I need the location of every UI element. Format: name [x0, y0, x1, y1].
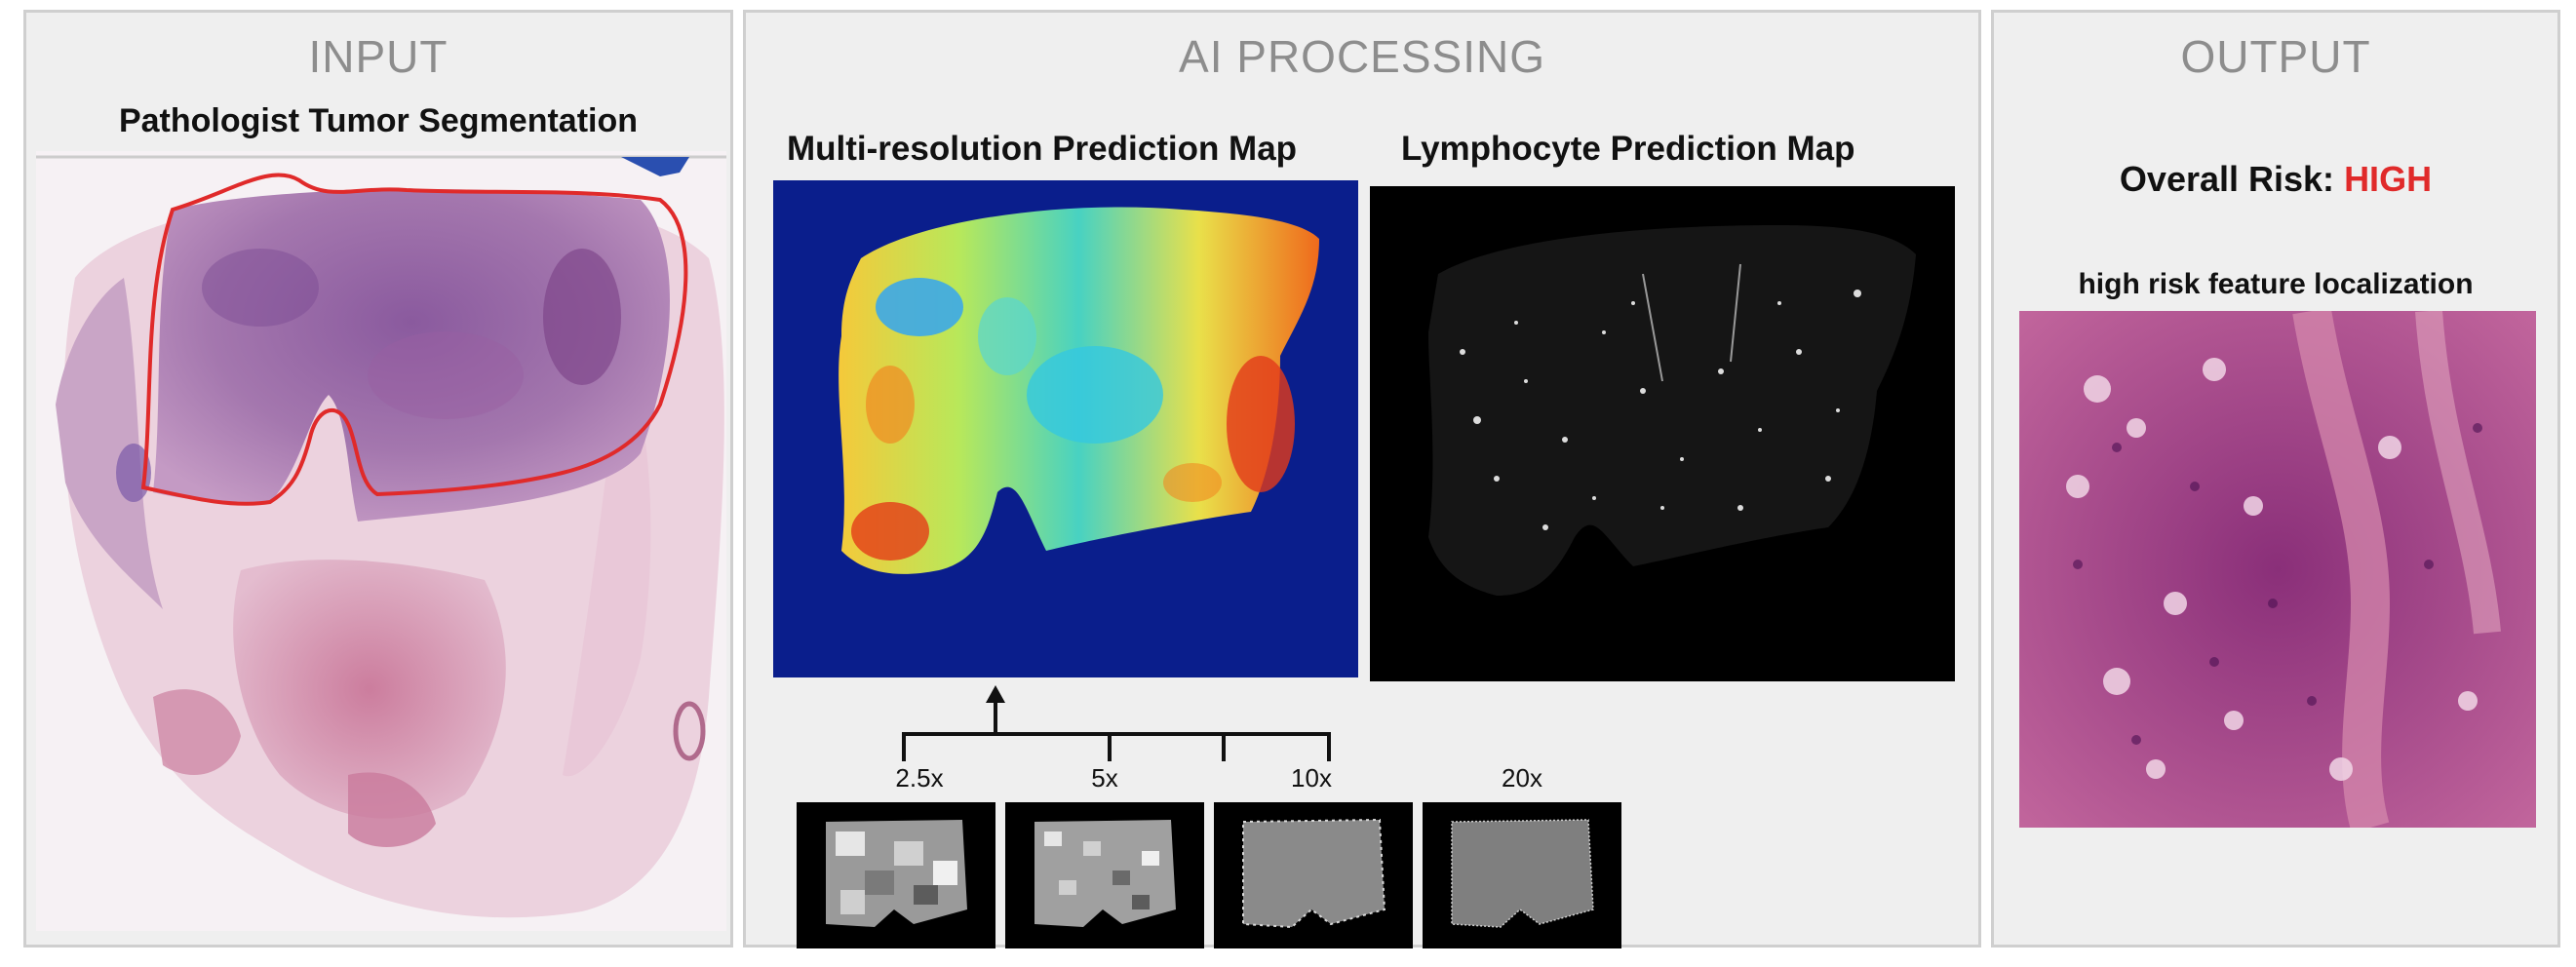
scale-label-2-5x: 2.5x	[895, 763, 944, 793]
scale-thumbnail-2-5x	[797, 802, 995, 948]
overall-risk-label: Overall Risk:	[2119, 159, 2335, 199]
high-risk-feature-image	[2019, 311, 2536, 828]
scale-connector	[902, 685, 1409, 761]
multires-map-title: Multi-resolution Prediction Map	[787, 130, 1298, 168]
tissue-slide-image	[36, 151, 726, 931]
output-panel: OUTPUT Overall Risk: HIGH high risk feat…	[1991, 10, 2560, 948]
scale-thumbnail-20x	[1423, 802, 1621, 948]
lymphocyte-map-title: Lymphocyte Prediction Map	[1401, 130, 1855, 168]
input-section-title: INPUT	[308, 31, 449, 82]
localization-title: high risk feature localization	[2078, 268, 2474, 300]
ai-processing-panel: AI PROCESSING Multi-resolution Predictio…	[743, 10, 1981, 948]
scale-thumbnail-10x	[1214, 802, 1413, 948]
ai-section-title: AI PROCESSING	[1179, 31, 1545, 82]
multires-heatmap	[773, 180, 1358, 677]
input-subtitle: Pathologist Tumor Segmentation	[118, 102, 639, 139]
scale-label-5x: 5x	[1091, 763, 1118, 793]
output-section-title: OUTPUT	[2180, 31, 2371, 82]
scale-thumbnail-5x	[1005, 802, 1204, 948]
lymphocyte-map	[1370, 186, 1955, 681]
scale-label-10x: 10x	[1291, 763, 1332, 793]
scale-label-20x: 20x	[1502, 763, 1542, 793]
input-panel: INPUT Pathologist Tumor Segmentation	[23, 10, 733, 948]
overall-risk: Overall Risk: HIGH	[1994, 159, 2557, 200]
overall-risk-value: HIGH	[2344, 159, 2433, 199]
